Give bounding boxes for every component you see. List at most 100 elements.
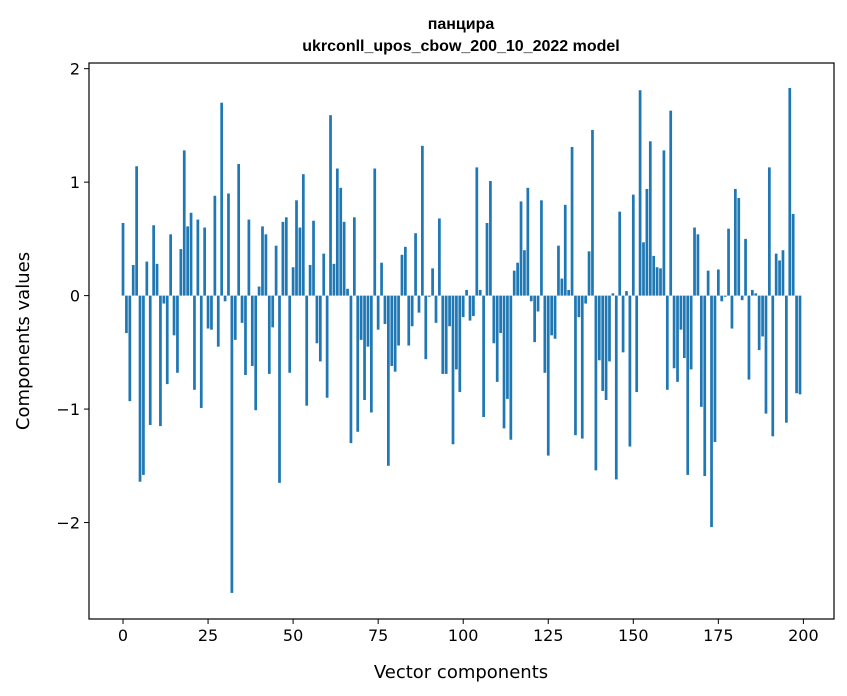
chart-subtitle: ukrconll_upos_cbow_200_10_2022 model [302,38,619,55]
bar-199 [798,295,802,395]
bar-156 [652,255,656,296]
bar-94 [441,295,445,374]
bar-90 [427,295,431,297]
bar-41 [261,226,264,296]
bar-21 [193,295,196,390]
bar-120 [529,295,533,302]
bar-92 [434,295,438,323]
bar-157 [655,267,659,296]
bar-105 [478,289,482,296]
bar-140 [597,295,601,361]
bar-142 [604,295,608,401]
bar-32 [230,295,234,593]
bar-122 [536,295,540,312]
bar-136 [584,295,588,304]
bar-10 [155,263,159,296]
bar-87 [417,295,421,313]
bar-121 [533,295,536,343]
y-axis-label: Components values [13,252,34,430]
x-tick-label: 25 [198,626,218,645]
bar-117 [519,201,523,296]
bar-52 [298,227,302,296]
bar-111 [499,295,502,334]
bar-170 [699,295,703,407]
bar-166 [686,295,690,475]
bar-4 [135,166,138,296]
bars-group [121,87,802,593]
bar-64 [339,187,343,296]
bar-65 [342,221,346,296]
bar-130 [563,204,567,296]
bar-63 [335,168,339,296]
x-tick-label: 200 [788,626,819,645]
bar-54 [305,295,309,406]
bar-133 [574,295,577,436]
bar-108 [489,181,492,296]
bar-79 [390,295,394,366]
chart-title: панцира [428,16,495,33]
bar-168 [693,227,696,296]
bar-125 [546,295,550,456]
bar-48 [284,217,288,296]
bar-19 [186,226,190,296]
bar-80 [393,295,397,372]
bar-58 [318,295,322,362]
x-tick-label: 150 [618,626,649,645]
x-tick-label: 125 [533,626,564,645]
bar-186 [754,293,758,296]
bar-97 [451,295,455,445]
bar-12 [162,295,166,304]
bar-126 [550,295,554,336]
bar-193 [778,260,781,296]
bar-82 [400,254,404,296]
y-tick-label: −2 [56,514,80,533]
bar-28 [216,295,220,347]
bar-137 [587,251,591,296]
bar-3 [131,264,135,296]
bar-0 [121,222,125,296]
bar-66 [346,288,349,296]
bar-173 [710,295,713,528]
y-tick-label: 1 [70,173,80,192]
bar-98 [455,295,458,370]
bar-190 [768,167,771,296]
bar-144 [611,293,615,296]
bar-1 [125,295,128,334]
bar-180 [733,188,737,296]
bar-46 [278,295,281,483]
bar-148 [625,291,628,296]
bar-188 [761,295,764,337]
bar-189 [764,295,768,414]
bar-113 [506,295,509,399]
x-axis: 0 25 50 75 100 125 150 175 200 [118,619,819,645]
bar-40 [257,286,261,296]
bar-57 [315,295,319,344]
bar-9 [152,225,155,296]
bar-26 [210,295,213,330]
bar-7 [145,261,149,296]
bar-29 [220,102,224,296]
bar-109 [492,295,496,344]
x-tick-label: 175 [703,626,734,645]
bar-179 [730,295,734,329]
y-tick-label: 0 [70,287,80,306]
bar-149 [628,295,632,447]
bar-43 [267,295,271,374]
x-tick-label: 0 [118,626,128,645]
bar-110 [495,295,499,382]
bar-145 [614,295,618,480]
bar-35 [240,295,244,323]
bar-139 [594,295,598,471]
bar-192 [774,253,778,296]
bar-99 [458,295,462,393]
bar-42 [264,234,268,296]
bar-165 [682,295,686,359]
bar-44 [271,295,275,328]
bar-164 [679,295,683,330]
bar-132 [570,146,574,296]
bar-91 [431,268,434,296]
bar-11 [159,295,162,427]
bar-72 [366,295,370,347]
plot-frame [88,62,835,620]
bar-93 [438,218,441,296]
